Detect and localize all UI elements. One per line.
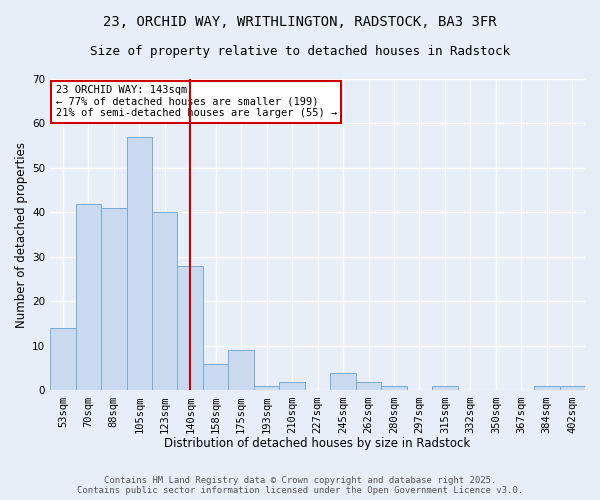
Bar [152, 212, 178, 390]
Bar [560, 386, 585, 390]
X-axis label: Distribution of detached houses by size in Radstock: Distribution of detached houses by size … [164, 437, 471, 450]
Y-axis label: Number of detached properties: Number of detached properties [15, 142, 28, 328]
Bar [280, 382, 305, 390]
Bar [203, 364, 229, 390]
Bar [178, 266, 203, 390]
Bar [127, 137, 152, 390]
Bar [76, 204, 101, 390]
Bar [254, 386, 280, 390]
Bar [534, 386, 560, 390]
Bar [50, 328, 76, 390]
Bar [331, 372, 356, 390]
Bar [229, 350, 254, 391]
Text: Size of property relative to detached houses in Radstock: Size of property relative to detached ho… [90, 45, 510, 58]
Bar [101, 208, 127, 390]
Bar [432, 386, 458, 390]
Text: 23, ORCHID WAY, WRITHLINGTON, RADSTOCK, BA3 3FR: 23, ORCHID WAY, WRITHLINGTON, RADSTOCK, … [103, 15, 497, 29]
Bar [381, 386, 407, 390]
Bar [356, 382, 381, 390]
Text: Contains HM Land Registry data © Crown copyright and database right 2025.
Contai: Contains HM Land Registry data © Crown c… [77, 476, 523, 495]
Text: 23 ORCHID WAY: 143sqm
← 77% of detached houses are smaller (199)
21% of semi-det: 23 ORCHID WAY: 143sqm ← 77% of detached … [56, 85, 337, 118]
